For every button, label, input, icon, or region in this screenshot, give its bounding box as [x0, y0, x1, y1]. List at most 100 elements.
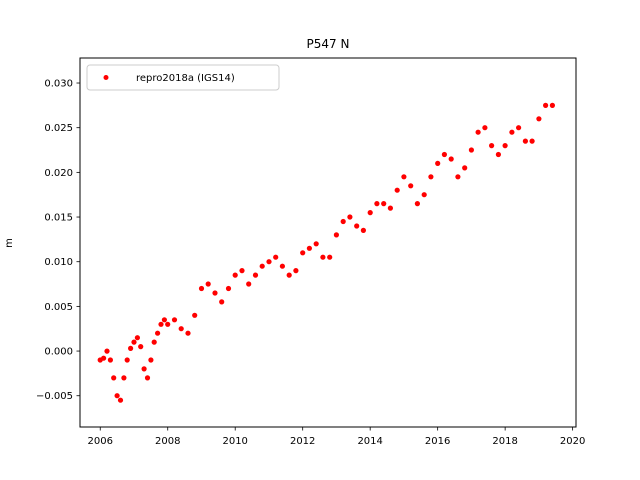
- data-point: [408, 183, 414, 189]
- data-point: [266, 259, 272, 265]
- data-point: [111, 375, 117, 381]
- data-point: [354, 223, 360, 229]
- data-point: [495, 151, 501, 158]
- data-point: [192, 312, 198, 318]
- data-point: [435, 160, 441, 166]
- data-point: [529, 138, 535, 144]
- data-point: [536, 116, 542, 122]
- data-point: [313, 241, 319, 247]
- data-point: [306, 245, 312, 251]
- data-points: [97, 102, 556, 403]
- data-point: [441, 151, 447, 158]
- data-point: [482, 125, 488, 131]
- data-point: [225, 285, 232, 292]
- y-tick-label: 0.020: [44, 168, 73, 179]
- data-point: [101, 355, 107, 361]
- data-point: [104, 348, 110, 354]
- data-point: [134, 335, 140, 341]
- data-point: [128, 345, 134, 351]
- legend-label: repro2018a (IGS14): [136, 73, 235, 84]
- x-tick-label: 2010: [222, 436, 247, 447]
- data-point: [387, 205, 393, 211]
- data-point: [549, 102, 556, 108]
- y-tick-label: 0.005: [44, 302, 73, 313]
- data-point: [516, 125, 522, 131]
- data-point: [178, 326, 184, 332]
- data-point: [246, 281, 252, 287]
- data-point: [293, 268, 299, 274]
- data-point: [161, 317, 167, 323]
- x-tick-label: 2014: [357, 436, 382, 447]
- data-point: [117, 397, 124, 403]
- data-point: [158, 321, 164, 327]
- data-point: [185, 330, 191, 336]
- data-point: [367, 210, 373, 216]
- data-point: [448, 156, 454, 162]
- data-point: [360, 227, 366, 233]
- y-tick-label: 0.030: [44, 79, 73, 90]
- data-point: [421, 192, 427, 198]
- data-point: [212, 290, 218, 296]
- x-tick-label: 2016: [425, 436, 450, 447]
- data-point: [252, 272, 259, 278]
- data-point: [333, 232, 339, 238]
- y-tick-label: 0.015: [44, 213, 73, 224]
- data-point: [239, 268, 245, 274]
- data-point: [394, 187, 400, 193]
- data-point: [273, 254, 279, 260]
- data-point: [381, 201, 387, 207]
- data-point: [141, 366, 147, 372]
- data-point: [205, 281, 211, 287]
- data-point: [131, 339, 137, 345]
- data-point: [300, 250, 306, 256]
- data-point: [462, 165, 468, 171]
- y-tick-label: 0.000: [44, 347, 73, 358]
- data-point: [121, 375, 127, 381]
- data-point: [114, 393, 120, 399]
- x-tick-label: 2020: [560, 436, 585, 447]
- y-tick-label: −0.005: [36, 391, 73, 402]
- data-point: [286, 272, 292, 278]
- legend-box: [86, 64, 280, 91]
- data-point: [468, 147, 474, 153]
- data-point: [165, 321, 171, 327]
- x-tick-label: 2006: [88, 436, 113, 447]
- data-point: [327, 254, 333, 260]
- data-point: [428, 174, 434, 180]
- data-point: [107, 357, 113, 363]
- data-point: [374, 201, 380, 207]
- y-tick-label: 0.010: [44, 257, 73, 268]
- x-tick-label: 2018: [492, 436, 517, 447]
- y-axis-label: m: [4, 238, 15, 248]
- legend-marker: [103, 75, 109, 80]
- y-tick-label: 0.025: [44, 123, 73, 134]
- data-point: [414, 201, 420, 207]
- data-point: [151, 339, 157, 345]
- chart-title: P547 N: [307, 37, 350, 51]
- x-tick-label: 2012: [290, 436, 315, 447]
- data-point: [475, 129, 481, 135]
- data-point: [320, 254, 326, 260]
- axis-ticks: 2006 2008 2010 2012 2014 2016 2018 2020 −0.005 0.…: [36, 79, 585, 447]
- data-point: [340, 218, 346, 225]
- data-point: [138, 344, 144, 350]
- x-tick-label: 2008: [155, 436, 180, 447]
- data-point: [171, 317, 178, 323]
- data-point: [509, 129, 515, 135]
- data-point: [259, 263, 265, 269]
- data-point: [489, 143, 495, 149]
- data-point: [401, 174, 407, 180]
- data-point: [455, 174, 461, 180]
- data-point: [522, 138, 529, 144]
- plot-frame: [79, 57, 577, 428]
- data-point: [198, 285, 205, 292]
- data-point: [279, 263, 285, 269]
- data-point: [232, 272, 238, 278]
- data-point: [219, 299, 225, 305]
- data-point: [347, 214, 353, 220]
- data-point: [148, 357, 154, 363]
- data-point: [155, 330, 161, 336]
- data-point: [144, 375, 151, 381]
- data-point: [543, 102, 549, 108]
